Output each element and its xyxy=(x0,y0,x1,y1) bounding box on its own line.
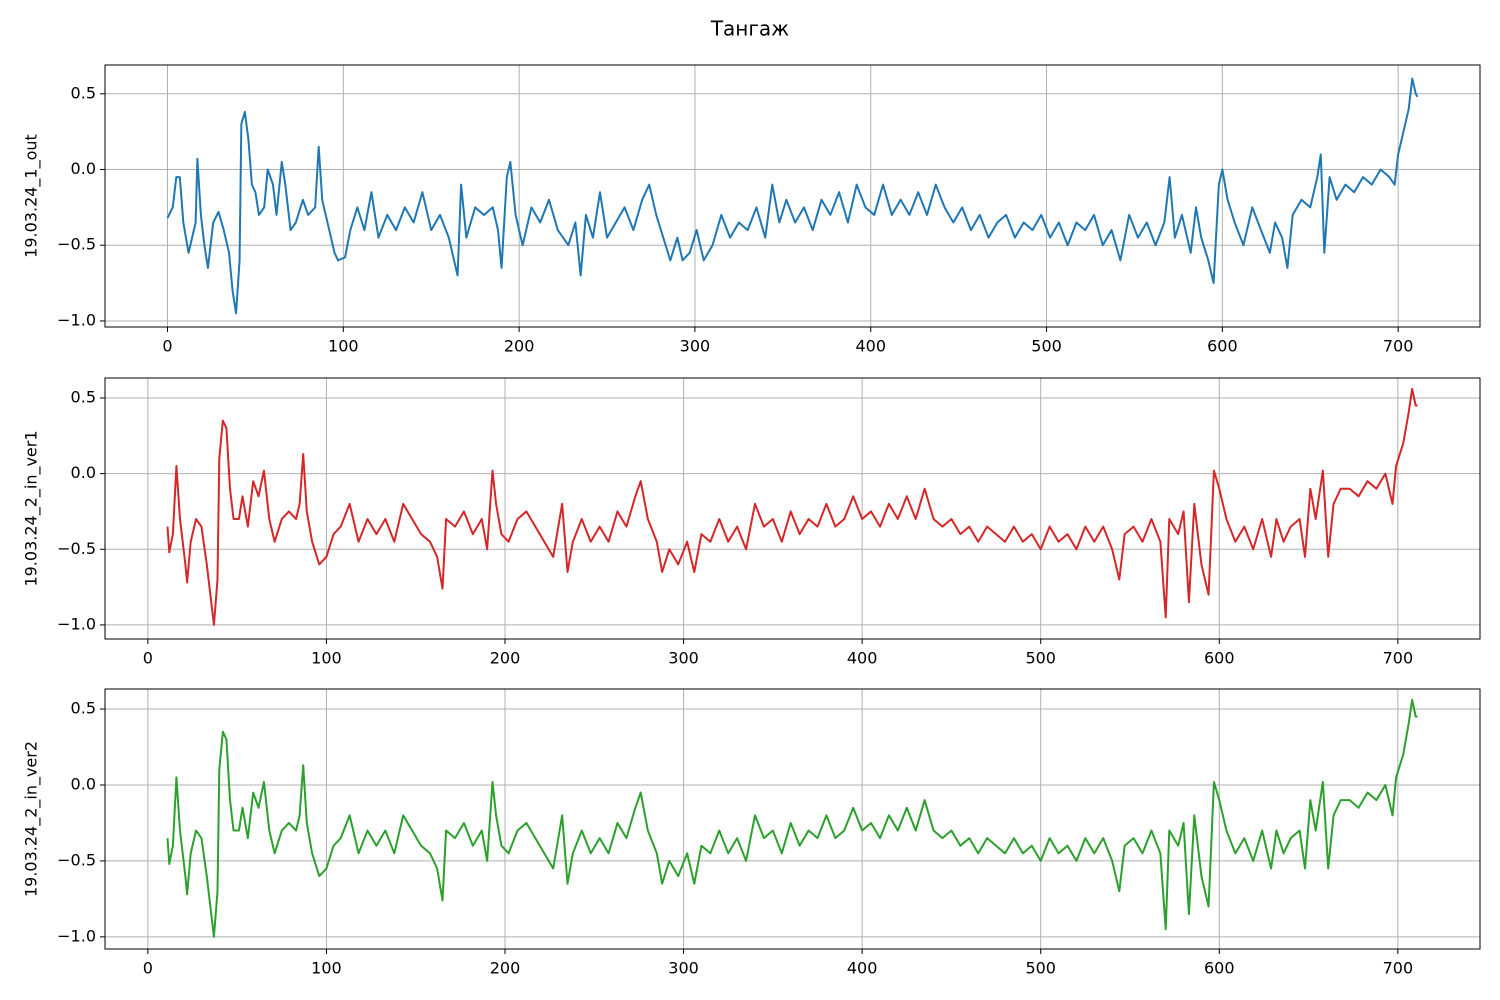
figure-title: Тангаж xyxy=(710,17,789,41)
y-axis-label: 19.03.24_2_in_ver2 xyxy=(22,741,42,897)
x-tick-label: 600 xyxy=(1207,337,1238,356)
x-tick-label: 0 xyxy=(143,649,153,668)
y-axis-label: 19.03.24_1_out xyxy=(22,134,42,258)
y-tick-label: 0.5 xyxy=(71,699,96,718)
x-tick-label: 100 xyxy=(328,337,359,356)
x-tick-label: 500 xyxy=(1031,337,1062,356)
x-tick-label: 700 xyxy=(1383,959,1414,978)
x-tick-label: 300 xyxy=(668,959,699,978)
x-tick-label: 200 xyxy=(490,959,521,978)
y-tick-label: −1.0 xyxy=(57,614,96,633)
x-tick-label: 100 xyxy=(311,959,342,978)
x-tick-label: 400 xyxy=(847,959,878,978)
y-tick-label: −1.0 xyxy=(57,926,96,945)
x-tick-label: 500 xyxy=(1025,649,1056,668)
x-tick-label: 400 xyxy=(847,649,878,668)
y-tick-label: 0.5 xyxy=(71,387,96,406)
data-line xyxy=(166,698,1418,938)
x-tick-label: 100 xyxy=(311,649,342,668)
axes-frame xyxy=(104,688,1481,950)
data-line xyxy=(166,77,1419,315)
x-tick-label: 600 xyxy=(1204,649,1235,668)
y-tick-label: −0.5 xyxy=(57,235,96,254)
y-tick-label: 0.0 xyxy=(71,774,96,793)
y-tick-label: 0.0 xyxy=(71,159,96,178)
x-tick-label: 0 xyxy=(162,337,172,356)
x-tick-label: 600 xyxy=(1204,959,1235,978)
data-line xyxy=(166,387,1418,626)
y-tick-label: 0.5 xyxy=(71,83,96,102)
x-tick-label: 400 xyxy=(855,337,886,356)
x-tick-label: 0 xyxy=(143,959,153,978)
y-axis-label: 19.03.24_2_in_ver1 xyxy=(22,430,42,586)
x-tick-label: 200 xyxy=(490,649,521,668)
x-tick-label: 700 xyxy=(1383,649,1414,668)
axes-frame xyxy=(104,64,1481,328)
x-tick-label: 300 xyxy=(680,337,711,356)
x-tick-label: 300 xyxy=(668,649,699,668)
x-tick-label: 700 xyxy=(1383,337,1414,356)
y-tick-label: −0.5 xyxy=(57,539,96,558)
x-tick-label: 500 xyxy=(1025,959,1056,978)
x-tick-label: 200 xyxy=(504,337,535,356)
axes-frame xyxy=(104,377,1481,640)
y-tick-label: −1.0 xyxy=(57,310,96,329)
y-tick-label: −0.5 xyxy=(57,850,96,869)
y-tick-label: 0.0 xyxy=(71,463,96,482)
